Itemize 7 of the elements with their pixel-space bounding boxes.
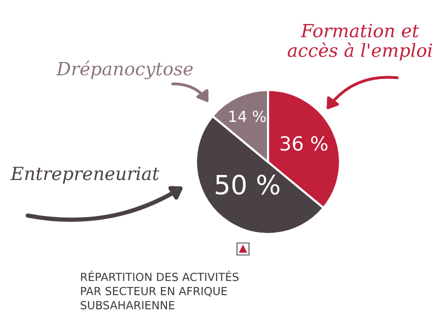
data-label: 36 % [280,136,328,151]
data-label: 14 % [229,110,266,122]
slice-label: Formation et accès à l'emploi [288,24,432,61]
text: RÉPARTITION DES ACTIVITÉS PAR SECTEUR EN AFRIQUE SUBSAHARIENNE [80,270,238,310]
data-label: 50 % [216,174,280,195]
slice-label: Entrepreneuriat [10,166,160,184]
slice-label: Drépanocytose [56,60,193,80]
